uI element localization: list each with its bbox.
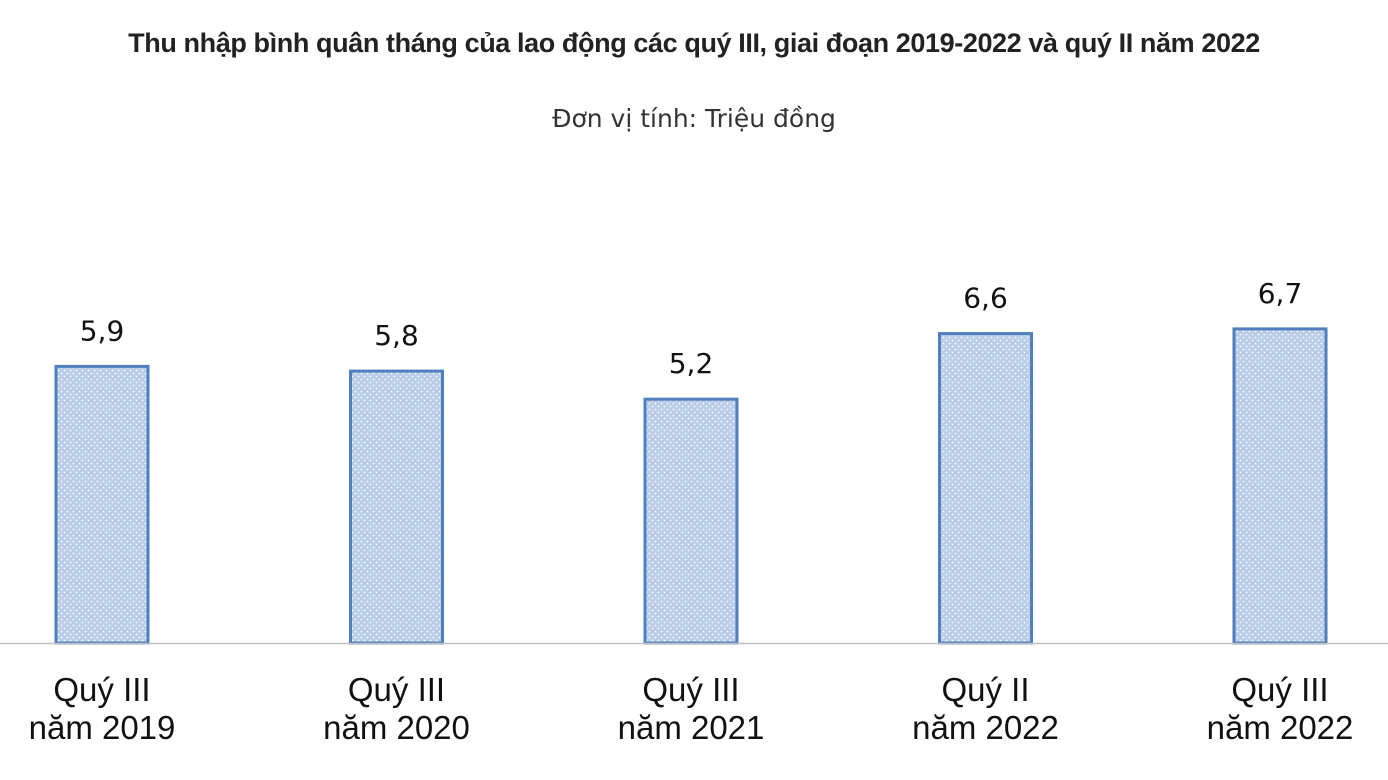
bar-1 bbox=[54, 364, 150, 645]
category-label-5-line-2: năm 2022 bbox=[1207, 709, 1354, 746]
value-label-3: 5,2 bbox=[669, 347, 714, 380]
bar-5 bbox=[1232, 327, 1328, 645]
category-label-4-line-1: Quý II bbox=[941, 671, 1029, 708]
category-label-2-line-1: Quý III bbox=[348, 671, 445, 708]
bar-2 bbox=[349, 369, 444, 645]
category-label-3-line-1: Quý III bbox=[642, 671, 739, 708]
category-label-1-line-2: năm 2019 bbox=[29, 709, 176, 746]
value-label-2: 5,8 bbox=[374, 319, 419, 352]
value-label-5: 6,7 bbox=[1258, 277, 1303, 310]
category-label-1-line-1: Quý III bbox=[53, 671, 150, 708]
category-label-5-line-1: Quý III bbox=[1231, 671, 1328, 708]
bar-4 bbox=[938, 332, 1033, 645]
value-label-4: 6,6 bbox=[963, 282, 1008, 315]
chart-title: Thu nhập bình quân tháng của lao động cá… bbox=[128, 28, 1260, 58]
category-label-4-line-2: năm 2022 bbox=[912, 709, 1059, 746]
category-label-2-line-2: năm 2020 bbox=[323, 709, 470, 746]
category-label-3-line-2: năm 2021 bbox=[618, 709, 765, 746]
value-label-1: 5,9 bbox=[80, 314, 125, 347]
bar-3 bbox=[643, 397, 739, 645]
chart-subtitle: Đơn vị tính: Triệu đồng bbox=[552, 104, 836, 133]
